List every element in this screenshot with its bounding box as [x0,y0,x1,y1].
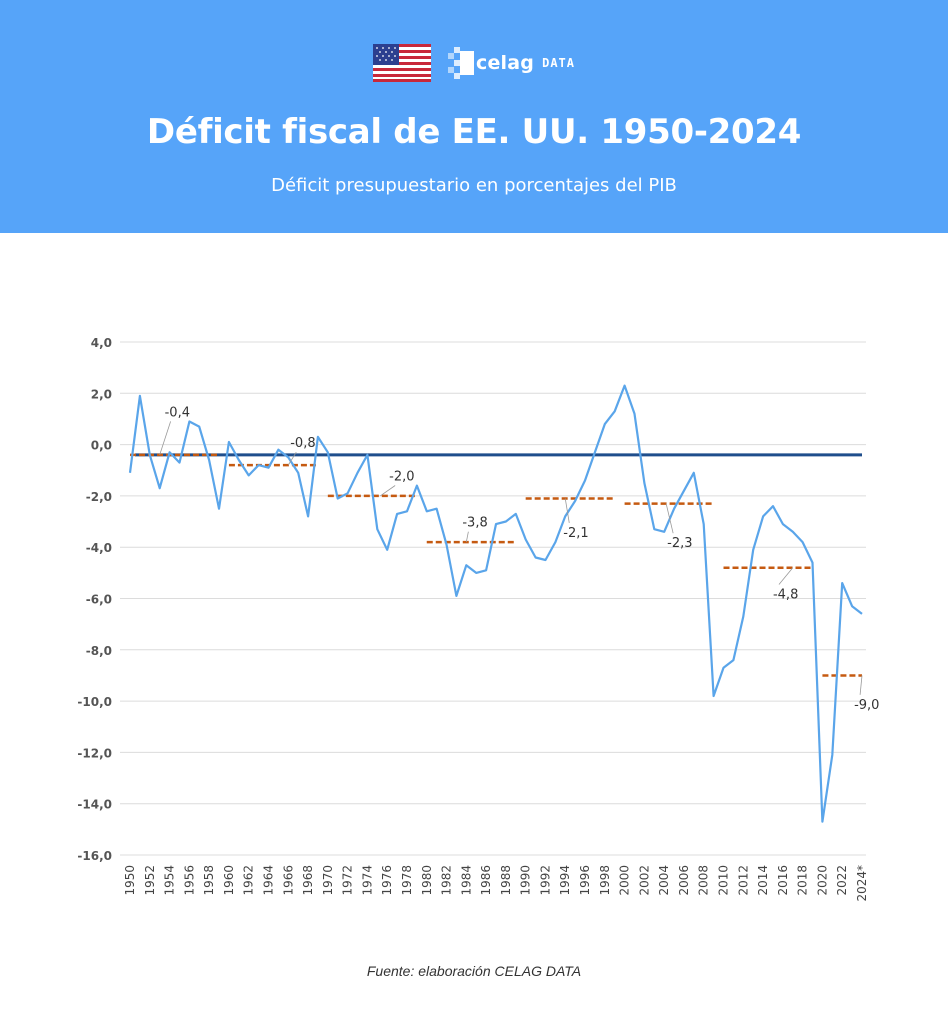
label-leader-line [778,567,794,585]
y-tick-label: -6,0 [86,593,112,607]
x-tick-label: 1966 [281,865,295,896]
x-tick-label: 1992 [538,865,552,896]
x-tick-label: 1996 [578,865,592,896]
x-tick-label: 1988 [499,865,513,896]
decade-average-label: -0,8 [290,436,315,451]
label-leader-line [380,485,396,497]
y-tick-label: -8,0 [86,644,112,658]
x-tick-label: 1952 [143,865,157,896]
x-tick-label: 1958 [202,865,216,896]
y-tick-label: -4,0 [86,541,112,555]
x-tick-label: 1976 [380,865,394,896]
deficit-series-line [128,384,863,823]
x-tick-label: 2022 [835,865,849,896]
y-tick-label: -16,0 [77,849,112,863]
x-tick-label: 2000 [618,865,632,896]
x-tick-label: 1978 [400,865,414,896]
decade-average-label: -2,1 [563,526,588,541]
y-tick-label: -12,0 [77,746,112,760]
label-leader-line [159,421,172,455]
x-tick-label: 1974 [360,865,374,896]
x-tick-label: 1954 [163,865,177,896]
logo-text: celag [476,52,535,74]
page-subtitle: Déficit presupuestario en porcentajes de… [271,175,677,196]
decade-average-label: -0,4 [165,405,190,420]
label-leader-line [287,451,297,466]
decade-average-label: -2,0 [389,470,414,485]
y-tick-label: 0,0 [91,439,112,453]
x-tick-label: 1980 [420,865,434,896]
x-tick-label: 1970 [321,865,335,896]
y-tick-label: 2,0 [91,387,112,401]
x-tick-label: 1990 [519,865,533,896]
label-leader-line [859,675,863,695]
x-tick-label: 1998 [598,865,612,896]
label-leader-line [465,531,469,543]
x-tick-label: 2020 [815,865,829,896]
decade-average-label: -3,8 [462,516,487,531]
page-title: Déficit fiscal de EE. UU. 1950-2024 [146,112,802,152]
x-tick-label: 1986 [479,865,493,896]
logo-suffix: DATA [542,56,575,70]
x-tick-label: 1962 [242,865,256,896]
x-tick-label: 1994 [558,865,572,896]
celag-data-logo: celag DATA [448,47,575,79]
label-leader-line [564,498,570,524]
decade-average-label: -9,0 [854,698,879,713]
x-tick-label: 2008 [697,865,711,896]
y-tick-label: -14,0 [77,798,112,812]
decade-average-label: -4,8 [773,588,798,603]
x-tick-label: 1956 [182,865,196,896]
x-tick-label: 2024* [855,865,869,902]
source-note: Fuente: elaboración CELAG DATA [366,963,582,979]
header-banner: celag DATA Déficit fiscal de EE. UU. 195… [0,0,948,233]
x-tick-label: 2006 [677,865,691,896]
x-tick-label: 1968 [301,865,315,896]
x-tick-label: 1964 [261,865,275,896]
x-tick-label: 2018 [796,865,810,896]
deficit-line-chart: 4,0 2,0 0,0 -2,0 -4,0 -6,0 -8,0 -10,0 -12,0 -14,0… [77,336,879,902]
x-tick-label: 1972 [341,865,355,896]
y-tick-label: -2,0 [86,490,112,504]
x-tick-label: 2002 [637,865,651,896]
decade-average-label: -2,3 [667,536,692,551]
label-leader-line [665,503,674,534]
y-tick-label: -10,0 [77,695,112,709]
usa-flag-icon [373,44,431,82]
y-tick-label: 4,0 [91,336,112,350]
x-tick-label: 1950 [123,865,137,896]
x-tick-label: 2004 [657,865,671,896]
x-tick-label: 2010 [717,865,731,896]
celag-logo-icon [448,47,474,79]
x-tick-label: 2012 [736,865,750,896]
x-tick-label: 2016 [776,865,790,896]
x-tick-label: 1960 [222,865,236,896]
x-tick-label: 1982 [440,865,454,896]
x-tick-label: 1984 [459,865,473,896]
x-tick-label: 2014 [756,865,770,896]
